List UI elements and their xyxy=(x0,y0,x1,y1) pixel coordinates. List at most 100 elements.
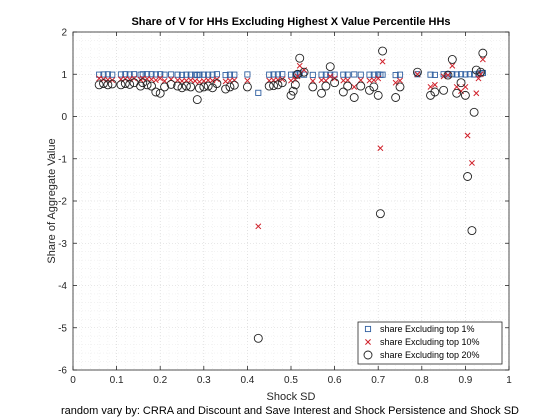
data-point-circle xyxy=(138,78,148,88)
data-point-circle xyxy=(99,79,108,88)
data-point-circle xyxy=(151,87,161,97)
data-point-square xyxy=(104,71,111,78)
data-point-square xyxy=(392,72,399,79)
data-point-square xyxy=(244,71,251,78)
data-point-x xyxy=(244,77,251,84)
y-tick-label: -4 xyxy=(58,281,67,292)
x-tick-label: 0.8 xyxy=(415,375,429,386)
data-point-circle xyxy=(142,80,152,90)
data-point-circle xyxy=(212,79,222,88)
data-point-circle xyxy=(369,82,379,92)
data-point-circle xyxy=(395,82,405,92)
data-point-circle xyxy=(293,69,302,79)
data-point-x xyxy=(209,77,216,84)
data-point-x xyxy=(351,83,358,90)
data-point-circle xyxy=(103,80,113,90)
data-point-circle xyxy=(325,62,335,72)
data-point-circle xyxy=(321,81,331,91)
data-point-square xyxy=(414,71,421,78)
legend-marker-circle xyxy=(363,350,373,360)
data-point-circle xyxy=(443,70,453,80)
data-point-x xyxy=(148,76,155,83)
data-point-circle xyxy=(181,81,191,91)
data-point-square xyxy=(366,71,373,78)
data-point-square xyxy=(168,71,175,78)
y-tick-label: 1 xyxy=(61,70,67,81)
data-point-square xyxy=(427,71,434,78)
data-point-square xyxy=(255,89,262,96)
data-point-circle xyxy=(116,80,126,90)
data-point-square xyxy=(471,71,478,78)
data-point-square xyxy=(344,71,351,78)
data-point-circle xyxy=(160,82,170,92)
data-point-x xyxy=(473,90,480,97)
data-point-square xyxy=(183,71,190,78)
legend-box xyxy=(357,321,503,365)
legend-marker-x xyxy=(365,339,371,345)
legend-items: share Excluding top 1% share Excluding to… xyxy=(363,324,480,360)
data-point-circle xyxy=(94,80,104,90)
x-tick-label: 0.2 xyxy=(153,375,167,386)
data-point-x xyxy=(161,78,168,84)
legend-label: share Excluding top 20% xyxy=(380,350,480,360)
data-point-square xyxy=(309,71,316,78)
data-point-circle xyxy=(471,65,481,75)
data-point-circle xyxy=(277,78,287,88)
y-tick-label: -5 xyxy=(58,323,67,334)
series-1 xyxy=(96,69,486,96)
data-point-square xyxy=(370,71,377,78)
data-point-square xyxy=(126,71,133,78)
x-tick-label: 0.1 xyxy=(110,375,124,386)
data-point-circle xyxy=(229,80,239,90)
data-point-square xyxy=(357,71,364,78)
data-point-circle xyxy=(225,82,235,92)
x-tick-label: 0.7 xyxy=(371,375,385,386)
data-point-square xyxy=(122,71,129,78)
data-point-square xyxy=(174,71,181,78)
data-point-square xyxy=(340,71,347,78)
data-point-circle xyxy=(375,209,385,219)
data-point-x xyxy=(174,77,181,84)
data-point-x xyxy=(468,160,475,166)
y-tick-label: -6 xyxy=(58,366,67,377)
data-point-square xyxy=(226,71,234,78)
data-point-x xyxy=(187,77,194,84)
data-point-circle xyxy=(460,90,470,100)
ticks: 0 0.1 0.2 0.3 0.4 0.5 0.6 0.7 0.8 0.9 1 -6 -5 -4 -3 -2 -… xyxy=(58,28,512,387)
data-point-x xyxy=(192,78,199,84)
data-point-circle xyxy=(269,81,279,91)
x-tick-label: 0.4 xyxy=(240,375,254,386)
data-point-x xyxy=(370,77,377,84)
y-axis-label: Share of Aggregate Value xyxy=(46,138,58,263)
data-point-circle xyxy=(253,333,263,343)
data-point-x xyxy=(379,58,386,65)
data-point-x xyxy=(462,83,469,90)
data-point-square xyxy=(196,71,203,78)
data-point-circle xyxy=(120,79,130,88)
y-tick-label: 2 xyxy=(61,28,67,39)
data-point-square xyxy=(396,71,404,78)
data-point-square xyxy=(279,71,286,78)
data-point-circle xyxy=(107,79,117,89)
data-point-x xyxy=(357,77,364,84)
data-point-circle xyxy=(378,46,388,56)
data-point-circle xyxy=(221,84,231,94)
data-point-circle xyxy=(456,78,466,88)
data-point-circle xyxy=(155,88,165,98)
data-point-circle xyxy=(478,48,488,58)
data-point-square xyxy=(453,71,460,78)
data-point-circle xyxy=(203,81,213,91)
grid xyxy=(72,31,510,371)
data-point-circle xyxy=(476,67,486,77)
chart-title: Share of V for HHs Excluding Highest X V… xyxy=(131,16,450,28)
data-point-circle xyxy=(343,81,353,91)
data-point-x xyxy=(392,79,399,86)
data-point-circle xyxy=(349,93,359,102)
x-tick-label: 0.5 xyxy=(284,375,298,386)
data-point-circle xyxy=(186,82,196,92)
data-point-square xyxy=(152,71,159,78)
data-point-circle xyxy=(192,95,202,105)
data-point-circle xyxy=(338,87,348,97)
data-point-circle xyxy=(463,172,473,181)
